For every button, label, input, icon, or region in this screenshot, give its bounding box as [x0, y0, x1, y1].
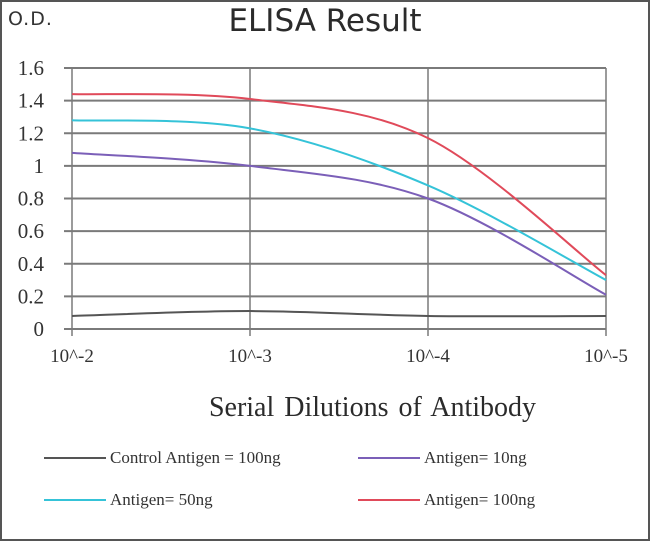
series-line — [71, 310, 607, 318]
x-tick-label: 10^-3 — [228, 346, 272, 367]
series-line — [71, 119, 607, 281]
x-tick-label: 10^-4 — [406, 346, 450, 367]
y-tick-labels: 0 0.2 0.4 0.6 0.8 1 1.2 1.4 1.6 — [18, 56, 45, 341]
y-tick-label: 0.4 — [18, 252, 45, 276]
y-axis-title: O.D. — [8, 8, 53, 30]
y-tick-label: 1.4 — [18, 89, 45, 113]
legend-label: Antigen= 50ng — [110, 490, 213, 509]
y-tick-label: 0.2 — [18, 284, 44, 308]
y-tick-label: 1 — [34, 154, 45, 178]
legend-label: Antigen= 10ng — [424, 448, 527, 467]
y-tick-label: 1.6 — [18, 56, 44, 80]
x-tick-label: 10^-5 — [584, 346, 628, 367]
series-line — [71, 151, 607, 296]
legend-label: Control Antigen = 100ng — [110, 448, 281, 467]
legend-item-50ng: Antigen= 50ng — [44, 490, 213, 510]
grid-lines — [64, 67, 607, 336]
legend-item-10ng: Antigen= 10ng — [358, 448, 527, 468]
x-tick-labels: 10^-2 10^-3 10^-4 10^-5 — [50, 346, 628, 367]
x-tick-label: 10^-2 — [50, 346, 94, 367]
data-series — [71, 93, 607, 318]
chart-title: ELISA Result — [228, 3, 422, 39]
y-tick-label: 0.6 — [18, 219, 44, 243]
legend-item-100ng: Antigen= 100ng — [358, 490, 535, 510]
series-line — [71, 93, 607, 276]
legend-swatch — [44, 499, 106, 501]
legend-swatch — [358, 499, 420, 501]
legend-label: Antigen= 100ng — [424, 490, 536, 509]
y-tick-label: 1.2 — [18, 121, 44, 145]
y-tick-label: 0.8 — [18, 187, 44, 211]
legend-swatch — [44, 457, 106, 459]
legend-item-control: Control Antigen = 100ng — [44, 448, 281, 468]
y-tick-label: 0 — [34, 317, 45, 341]
x-axis-title: Serial Dilutions of Antibody — [208, 392, 537, 423]
legend-swatch — [358, 457, 420, 459]
